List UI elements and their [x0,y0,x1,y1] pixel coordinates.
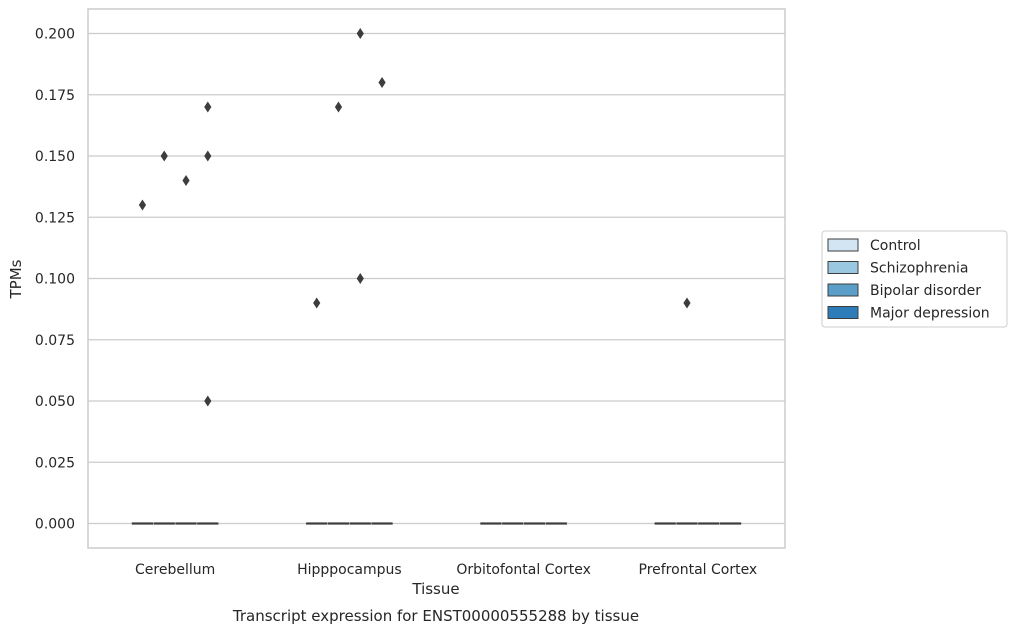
outlier-point [378,77,386,88]
legend-swatch [827,261,859,274]
outlier-points [138,28,691,407]
outlier-point [356,273,364,284]
outlier-point [356,28,364,39]
y-tick-label: 0.025 [35,455,75,471]
y-tick-label: 0.200 [35,27,75,43]
outlier-point [313,297,321,309]
y-axis-label: TPMs [7,259,25,299]
x-tick-label: Orbitofontal Cortex [456,562,591,578]
outlier-point [204,150,212,162]
legend-frame [821,230,1008,328]
outlier-point [683,297,691,309]
y-tick-label: 0.000 [35,517,75,533]
y-tick-label: 0.175 [35,88,75,104]
x-tick-label: Prefrontal Cortex [639,562,758,578]
legend-label: Major depression [870,306,990,322]
x-tick-label: Cerebellum [135,562,215,578]
legend-label: Control [870,238,921,254]
outlier-point [204,395,212,407]
legend: Control Schizophrenia Bipolar disorder Majo… [821,230,1008,328]
chart-title: Transcript expression for ENST0000055528… [232,607,639,625]
y-tick-label: 0.125 [35,210,75,226]
outlier-point [182,175,190,186]
outlier-point [334,101,343,113]
x-axis-label: Tissue [411,580,459,598]
plot-frame [87,8,786,549]
legend-swatch [827,306,859,319]
grid-lines [88,32,785,525]
legend-swatch [827,238,859,252]
y-tick-labels: 0.000 0.025 0.050 0.075 0.100 0.125 0.150 0.175… [35,27,75,533]
y-tick-label: 0.100 [35,272,75,288]
y-tick-label: 0.075 [35,333,75,349]
box-plots [131,522,742,525]
legend-label: Schizophrenia [870,261,968,277]
y-tick-label: 0.150 [35,149,75,165]
legend-label: Bipolar disorder [870,283,981,299]
outlier-point [160,150,168,162]
y-tick-label: 0.050 [35,394,75,410]
x-tick-label: Hipppocampus [297,562,402,578]
outlier-point [138,199,147,211]
legend-swatch [827,283,859,297]
x-tick-labels: Cerebellum Hipppocampus Orbitofontal Corte… [135,562,757,578]
outlier-point [204,101,212,113]
